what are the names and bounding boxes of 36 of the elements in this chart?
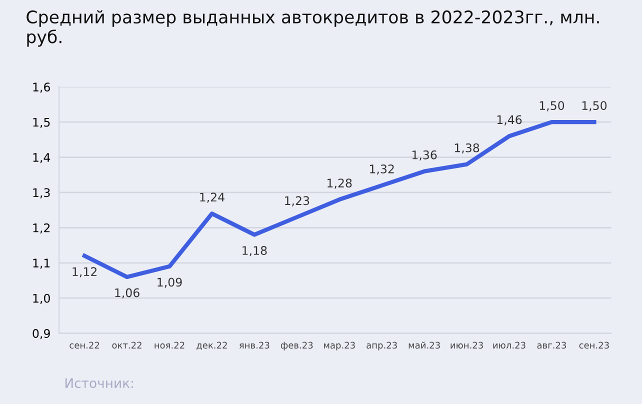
x-tick-label: мар.23 [324,342,355,350]
x-tick-label: фев.23 [280,342,313,350]
data-label: 1,50 [540,101,564,112]
y-tick-label: 1,6 [33,82,50,93]
data-label: 1,28 [328,178,352,189]
y-tick-label: 1,1 [33,258,50,269]
x-tick-label: авг.23 [537,342,566,349]
x-tick-label: дек.22 [196,342,227,350]
data-label: 1,12 [72,267,97,278]
x-tick-label: май.23 [408,342,440,349]
data-label: 1,09 [158,278,182,288]
data-label: 1,18 [242,246,267,256]
y-tick-label: 0,9 [32,329,50,340]
y-tick-label: 1,5 [33,118,50,128]
data-label: 1,06 [115,288,140,298]
x-tick-label: янв.23 [239,342,270,349]
data-label: 1,24 [200,192,224,203]
data-label: 1,50 [582,101,607,112]
y-tick-label: 1,0 [33,294,50,304]
data-label: 1,36 [412,150,437,161]
text: Источник: [65,378,133,388]
x-tick-label: июн.23 [450,342,483,349]
x-tick-label: ноя.22 [154,342,184,349]
y-tick-label: 1,2 [33,223,50,234]
data-label: 1,32 [370,164,394,175]
data-label: 1,23 [285,196,310,206]
x-tick-label: сен.23 [579,342,609,349]
data-label: 1,46 [497,115,522,126]
chart-title: Средний размер выданных автокредитов в 2022-2023гг., млн. руб. [26,10,599,47]
x-tick-label: окт.22 [112,342,142,349]
y-tick-label: 1,4 [33,153,50,164]
x-tick-label: июл.23 [493,342,526,349]
x-tick-label: апр.23 [366,342,397,350]
x-tick-label: сен.22 [70,342,100,349]
data-label: 1,38 [454,143,480,154]
y-tick-label: 1,3 [33,188,50,198]
